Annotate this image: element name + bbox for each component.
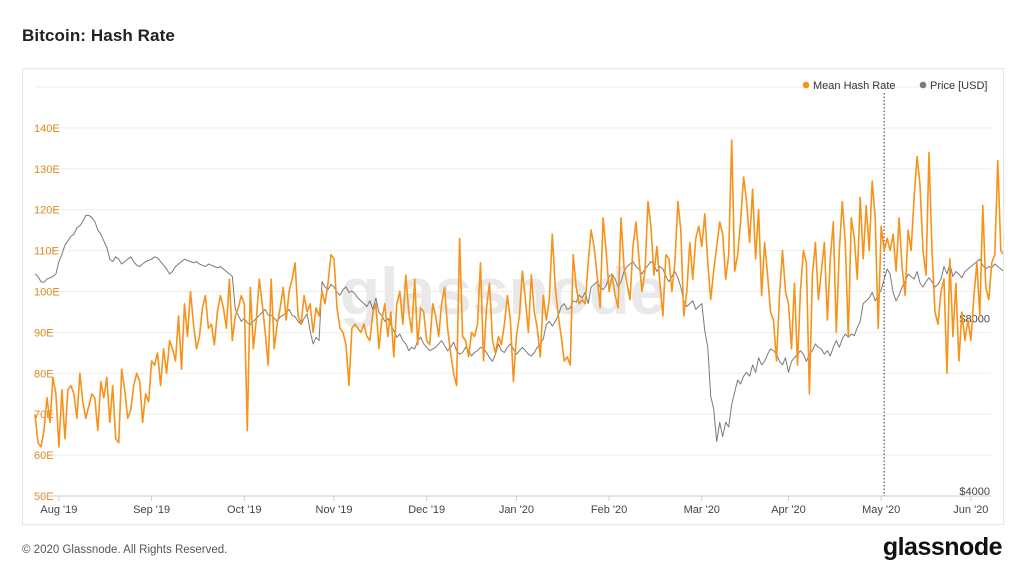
left-axis-tick-label: 90E: [34, 327, 54, 339]
chart-panel: glassnode 50E 60E 70E 80E 90E 100E 110E 120E 130…: [22, 68, 1011, 525]
x-axis-tick-label: May '20: [862, 504, 900, 516]
legend-hash-rate-swatch: [802, 81, 810, 89]
legend[interactable]: Mean Hash Rate Price [USD]: [802, 80, 988, 92]
right-axis-ticks: $4000 $8000: [959, 314, 990, 499]
copyright-text: © 2020 Glassnode. All Rights Reserved.: [22, 544, 228, 556]
left-axis-tick-label: 130E: [34, 164, 60, 176]
left-axis-tick-label: 80E: [34, 368, 54, 380]
x-axis-tick-label: Feb '20: [591, 504, 627, 516]
price-series-line: [34, 214, 1005, 442]
left-axis-tick-label: 50E: [34, 491, 54, 503]
left-axis-tick-label: 140E: [34, 123, 60, 135]
x-axis-tick-label: Jan '20: [499, 504, 534, 516]
grid-lines: [35, 86, 991, 497]
x-axis-tick-label: Nov '19: [316, 504, 353, 516]
watermark-text: glassnode: [340, 254, 666, 328]
x-axis-tick-label: Dec '19: [408, 504, 445, 516]
legend-hash-rate-label[interactable]: Mean Hash Rate: [813, 80, 896, 92]
x-axis-tick-label: Mar '20: [684, 504, 720, 516]
x-axis-ticks: Aug '19 Sep '19 Oct '19 Nov '19 Dec '19 Jan '…: [40, 496, 988, 516]
legend-price-swatch: [919, 81, 927, 89]
hash-rate-chart: glassnode 50E60E70E80E90E100E110E120E130…: [34, 80, 1011, 516]
hash-rate-series-line: [34, 139, 1011, 448]
page-title: Bitcoin: Hash Rate: [22, 26, 175, 45]
x-axis-tick-label: Oct '19: [227, 504, 262, 516]
x-axis-tick-label: Sep '19: [133, 504, 170, 516]
left-axis-tick-label: 110E: [34, 246, 59, 258]
legend-price-label[interactable]: Price [USD]: [930, 80, 987, 92]
left-axis-tick-label: 120E: [34, 205, 60, 217]
left-axis-tick-label: 100E: [34, 287, 60, 299]
glassnode-logo[interactable]: glassnode: [882, 533, 1003, 561]
x-axis-tick-label: Apr '20: [771, 504, 806, 516]
right-axis-tick-label: $8000: [959, 314, 990, 326]
left-axis-tick-label: 60E: [34, 450, 54, 462]
x-axis-tick-label: Aug '19: [40, 504, 77, 516]
x-axis-tick-label: Jun '20: [953, 504, 988, 516]
right-axis-tick-label: $4000: [959, 486, 990, 498]
